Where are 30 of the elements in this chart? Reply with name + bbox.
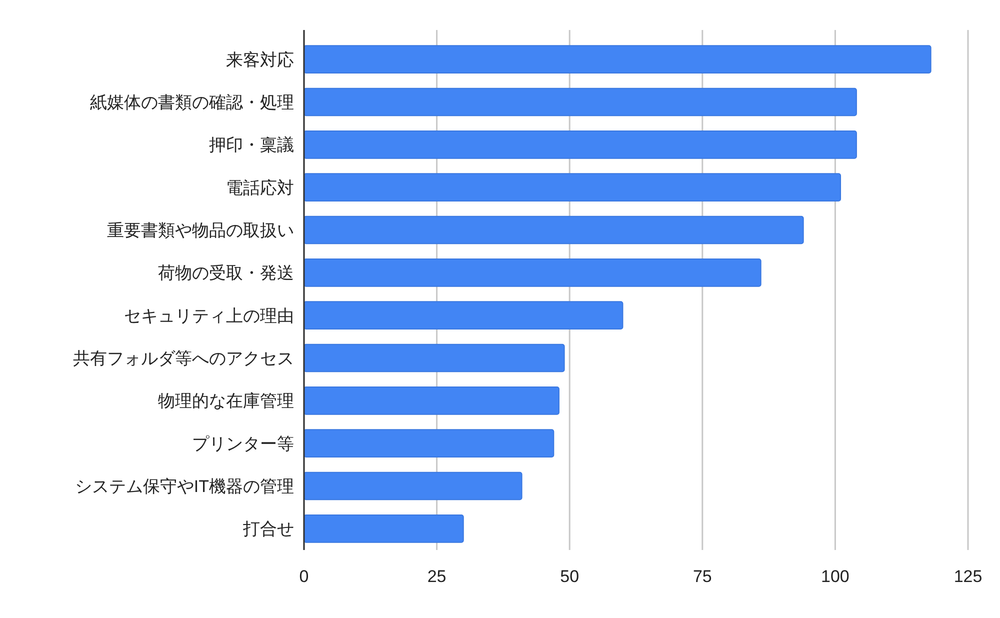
x-tick-label: 50 <box>560 567 580 586</box>
x-tick-label: 125 <box>954 567 982 586</box>
y-tick-label: 共有フォルダ等へのアクセス <box>73 349 294 368</box>
x-tick-label: 25 <box>427 567 446 586</box>
y-tick-label: 紙媒体の書類の確認・処理 <box>90 93 294 112</box>
bar <box>304 88 857 116</box>
bar <box>304 386 560 415</box>
y-tick-label: 重要書類や物品の取扱い <box>107 221 294 240</box>
y-tick-label: システム保守やIT機器の管理 <box>74 477 294 496</box>
bar <box>304 301 624 330</box>
bar <box>304 429 554 458</box>
y-tick-label: セキュリティ上の理由 <box>124 306 294 326</box>
bar <box>304 258 762 287</box>
bar <box>304 173 842 202</box>
bar <box>304 472 522 500</box>
y-tick-label: 荷物の受取・発送 <box>158 264 294 283</box>
bar <box>304 45 932 74</box>
bar <box>304 216 804 244</box>
y-tick-label: 打合せ <box>242 520 294 539</box>
x-tick-label: 75 <box>692 567 712 586</box>
bar <box>304 344 565 372</box>
y-tick-label: 物理的な在庫管理 <box>158 392 294 411</box>
y-tick-label: 来客対応 <box>226 50 294 70</box>
y-tick-label: プリンター等 <box>192 434 294 454</box>
y-tick-label: 押印・稟議 <box>209 136 294 155</box>
x-tick-label: 0 <box>299 567 309 586</box>
bar <box>304 130 857 159</box>
y-tick-label: 電話応対 <box>226 178 294 198</box>
x-tick-label: 100 <box>821 567 850 586</box>
bar <box>304 514 464 543</box>
